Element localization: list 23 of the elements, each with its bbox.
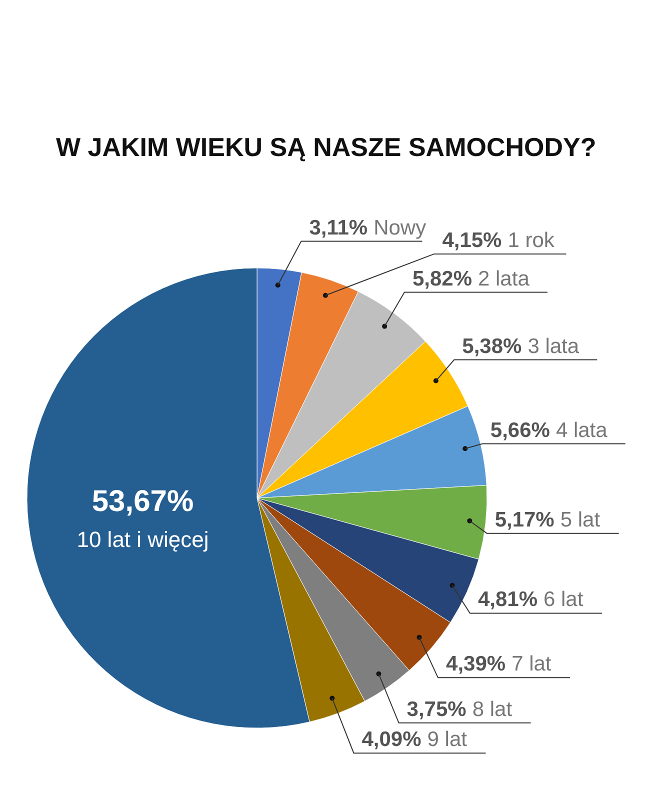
data-label: 4,15% [442,228,502,252]
slice-label: 7 lat [512,652,552,676]
slice-label: 5 lat [560,508,600,532]
slice-label: Nowy [374,216,427,240]
data-label: 4,81% [478,588,538,612]
data-label: 5,38% [462,334,522,358]
slice-label: 9 lat [427,728,468,752]
data-label: 4,39% [446,652,506,676]
slice-label: 6 lat [544,588,584,612]
slice-label: 4 lata [556,418,608,442]
slice-label: 1 rok [508,228,555,252]
slice-label: 2 lata [478,267,530,290]
data-label: 4,09% [362,728,422,752]
slice-label: 8 lat [472,698,512,721]
data-label: 53,67% [92,485,194,518]
data-label: 3,75% [406,698,467,721]
data-label: 5,66% [490,418,550,442]
slice-label: 3 lata [528,334,580,358]
chart-title: W JAKIM WIEKU SĄ NASZE SAMOCHODY? [56,132,596,162]
data-label: 5,82% [412,267,472,290]
data-label: 3,11% [309,216,368,240]
data-label: 5,17% [494,508,555,532]
slice-label: 10 lat i więcej [76,527,209,552]
